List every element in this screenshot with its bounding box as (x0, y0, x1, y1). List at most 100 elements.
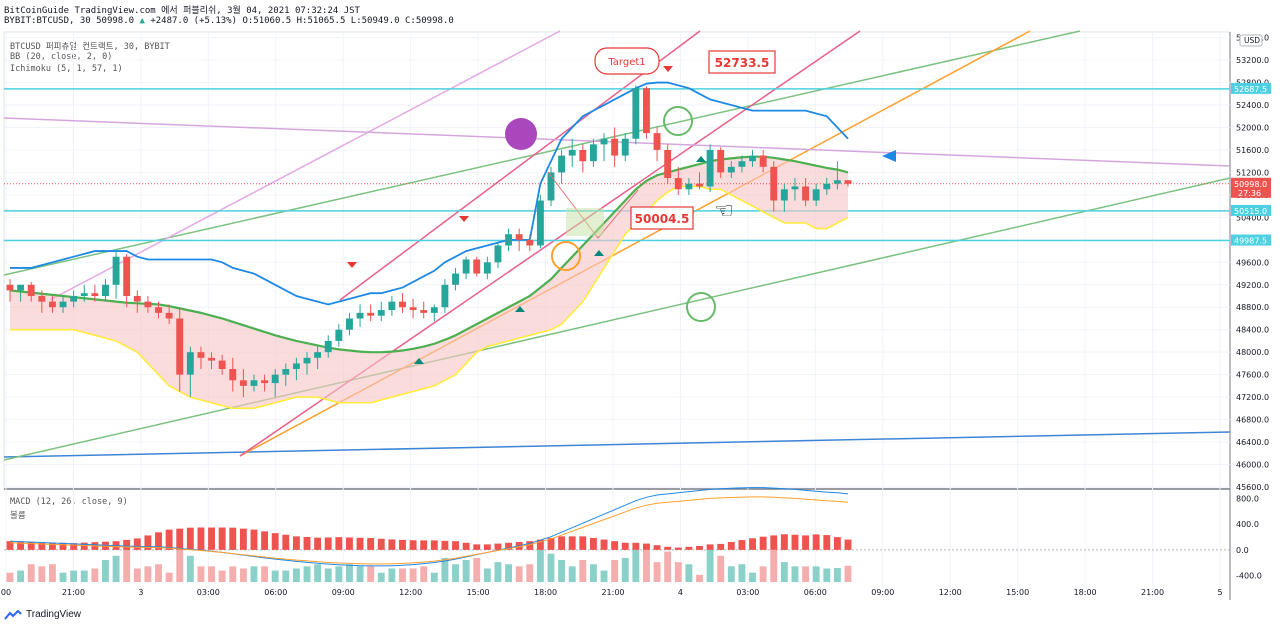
candle (218, 360, 226, 370)
volume-bar (430, 572, 438, 582)
price-badge-label: 50515.0 (1234, 207, 1267, 216)
volume-bar (250, 566, 258, 582)
volume-bar (600, 570, 608, 582)
candle (759, 155, 767, 167)
volume-bar (738, 564, 746, 582)
volume-bar (70, 570, 78, 582)
indicator-ichimoku[interactable]: Ichimoku (5, 1, 57, 1) (10, 64, 123, 74)
macd-histogram-bar (335, 537, 343, 550)
macd-tick-label: 400.0 (1236, 520, 1259, 529)
macd-histogram-bar (59, 542, 67, 550)
macd-histogram-bar (696, 546, 703, 550)
macd-histogram-bar (155, 532, 162, 550)
volume-bar (335, 566, 343, 582)
macd-histogram-bar (282, 534, 290, 550)
x-tick-label: 12:00 (939, 588, 962, 597)
volume-bar (611, 560, 619, 582)
volume-bar (780, 562, 788, 582)
volume-bar (48, 564, 56, 582)
candle (186, 352, 194, 375)
volume-bar (494, 562, 502, 582)
volume-bar (653, 562, 661, 582)
macd-histogram-bar (844, 539, 852, 550)
volume-bar (133, 568, 141, 582)
macd-histogram-bar (643, 543, 650, 550)
macd-histogram-bar (367, 537, 375, 550)
x-tick-label: 09:00 (871, 588, 894, 597)
volume-bar (420, 566, 428, 582)
macd-histogram-bar (812, 534, 820, 550)
candle (494, 245, 502, 263)
candle (303, 357, 311, 364)
price-badge-label: 49987.5 (1234, 237, 1267, 246)
macd-histogram-bar (324, 537, 332, 550)
x-tick-label: 18:00 (1074, 588, 1097, 597)
candle (653, 133, 661, 150)
candle (833, 180, 841, 184)
candle (261, 380, 269, 384)
candle (155, 307, 162, 313)
symbol-title[interactable]: BTCUSD 퍼피츄얼 컨트랙트, 30, BYBIT (10, 42, 170, 52)
unit-label: USD (1244, 36, 1260, 45)
macd-histogram-bar (186, 527, 194, 550)
volume-bar (526, 564, 534, 582)
candle (102, 284, 109, 297)
trendline (3, 431, 1231, 458)
macd-histogram-bar (770, 535, 778, 550)
macd-histogram-bar (462, 542, 470, 550)
macd-line (9, 487, 849, 567)
zone-box (566, 208, 604, 236)
volume-bar (674, 562, 682, 582)
ichimoku-line (10, 185, 849, 410)
indicator-macd[interactable]: MACD (12, 26, close, 9) (10, 497, 128, 507)
macd-histogram-bar (600, 539, 608, 550)
candle (59, 301, 67, 308)
x-tick-label: 5 (1217, 588, 1222, 597)
volume-bar (441, 557, 449, 582)
pointing-hand-icon: ☜ (714, 199, 734, 224)
candle (27, 284, 35, 297)
candle (409, 307, 417, 311)
high-callout (708, 50, 776, 74)
x-tick-label: 18:00 (534, 588, 557, 597)
y-tick-label: 46400.0 (1236, 438, 1269, 447)
macd-histogram-bar (717, 543, 725, 550)
tradingview-logo[interactable]: TradingView (4, 609, 81, 620)
volume-bar (643, 549, 650, 582)
indicator-volume[interactable]: 볼륨 (10, 511, 26, 521)
symbol-ohlc-line: BYBIT:BTCUSD, 30 50998.0 ▲ +2487.0 (+5.1… (4, 16, 454, 26)
change-up-icon: ▲ (139, 16, 145, 26)
volume-bar (176, 549, 184, 582)
macd-histogram-bar (176, 528, 184, 550)
candle (696, 183, 703, 187)
macd-histogram-bar (218, 527, 226, 550)
macd-histogram-bar (165, 529, 173, 550)
trendline (339, 30, 701, 301)
y-tick-label: 48400.0 (1236, 326, 1269, 335)
candle (462, 259, 470, 274)
macd-histogram-bar (558, 536, 566, 550)
x-tick-label: 06:00 (804, 588, 827, 597)
volume-bar (409, 568, 417, 582)
y-tick-label: 48800.0 (1236, 303, 1269, 312)
candle (770, 166, 778, 201)
macd-histogram-bar (494, 543, 502, 550)
candle (239, 380, 247, 386)
arrow-up-icon (696, 156, 706, 162)
macd-histogram-bar (441, 540, 449, 550)
macd-histogram-bar (6, 541, 14, 550)
macd-histogram-bar (802, 535, 810, 550)
macd-histogram-bar (611, 541, 619, 550)
indicator-bb[interactable]: BB (20, close, 2, 0) (10, 52, 113, 62)
macd-histogram-bar (197, 527, 205, 550)
volume-bar (462, 560, 470, 582)
volume-bar (568, 566, 576, 582)
macd-histogram-bar (409, 540, 417, 550)
volume-bar (123, 549, 131, 582)
volume-bar (399, 568, 406, 582)
x-tick-label: 09:00 (332, 588, 355, 597)
candle (717, 149, 725, 173)
volume-bar (345, 564, 353, 582)
macd-histogram-bar (345, 537, 353, 550)
